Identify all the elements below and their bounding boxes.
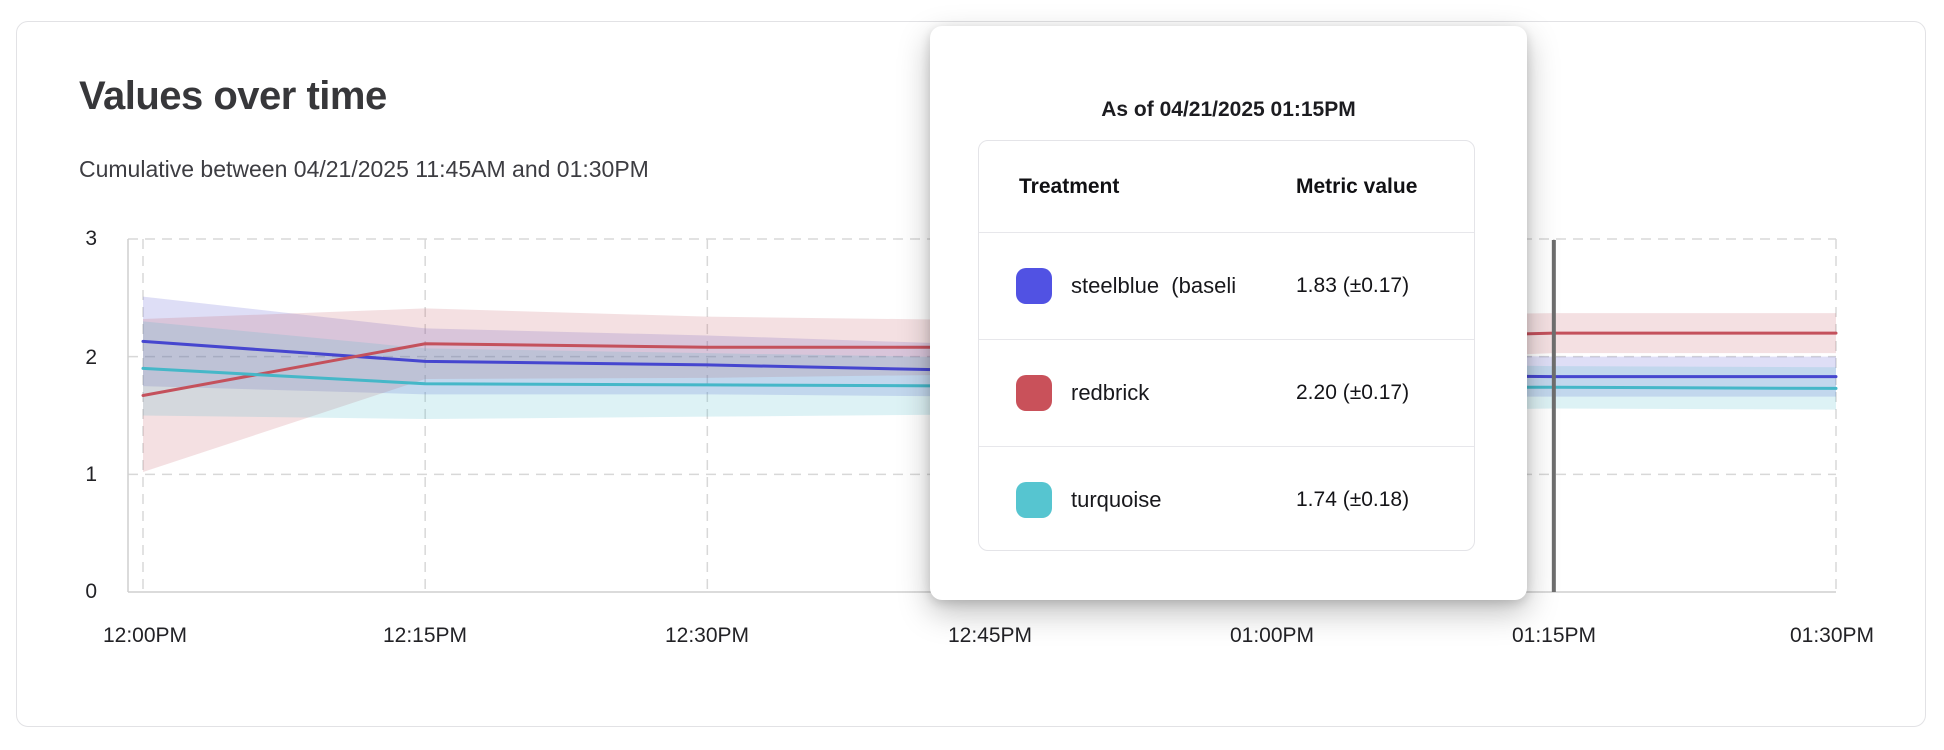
x-tick-label: 12:45PM — [947, 624, 1033, 647]
y-tick-label: 0 — [85, 580, 97, 603]
series-value: 2.20 (±0.17) — [1296, 381, 1410, 404]
tooltip-col-treatment: Treatment — [1019, 174, 1120, 198]
x-tick-label: 01:15PM — [1511, 624, 1597, 647]
chart-tooltip: As of 04/21/2025 01:15PM Treatment Metri… — [930, 26, 1527, 600]
tooltip-row-redbrick: redbrick 2.20 (±0.17) — [979, 339, 1474, 446]
tooltip-title: As of 04/21/2025 01:15PM — [1101, 98, 1356, 121]
series-value: 1.83 (±0.17) — [1296, 274, 1410, 297]
page-title: Values over time — [79, 74, 387, 118]
x-tick-label: 12:00PM — [102, 624, 188, 647]
redbrick-swatch-icon — [1016, 375, 1052, 411]
series-label: turquoise — [1071, 487, 1162, 512]
y-tick-label: 3 — [85, 227, 97, 250]
series-label: redbrick — [1071, 380, 1150, 405]
x-tick-label: 12:15PM — [382, 624, 468, 647]
series-value: 1.74 (±0.18) — [1296, 488, 1410, 511]
tooltip-row-steelblue: steelblue (baseli 1.83 (±0.17) — [979, 232, 1474, 339]
tooltip-row-turquoise: turquoise 1.74 (±0.18) — [979, 446, 1474, 550]
steelblue-swatch-icon — [1016, 268, 1052, 304]
series-label: steelblue (baseli — [1071, 273, 1237, 298]
tooltip-col-metric-value: Metric value — [1296, 174, 1418, 198]
x-tick-label: 12:30PM — [664, 624, 750, 647]
x-tick-label: 01:00PM — [1229, 624, 1315, 647]
x-tick-label: 01:30PM — [1789, 624, 1875, 647]
turquoise-swatch-icon — [1016, 482, 1052, 518]
y-tick-label: 2 — [85, 346, 97, 369]
tooltip-table-header: Treatment Metric value — [979, 141, 1474, 232]
page-subtitle: Cumulative between 04/21/2025 11:45AM an… — [79, 156, 649, 182]
tooltip-table: Treatment Metric value steelblue (baseli… — [978, 140, 1475, 551]
y-tick-label: 1 — [85, 463, 97, 486]
